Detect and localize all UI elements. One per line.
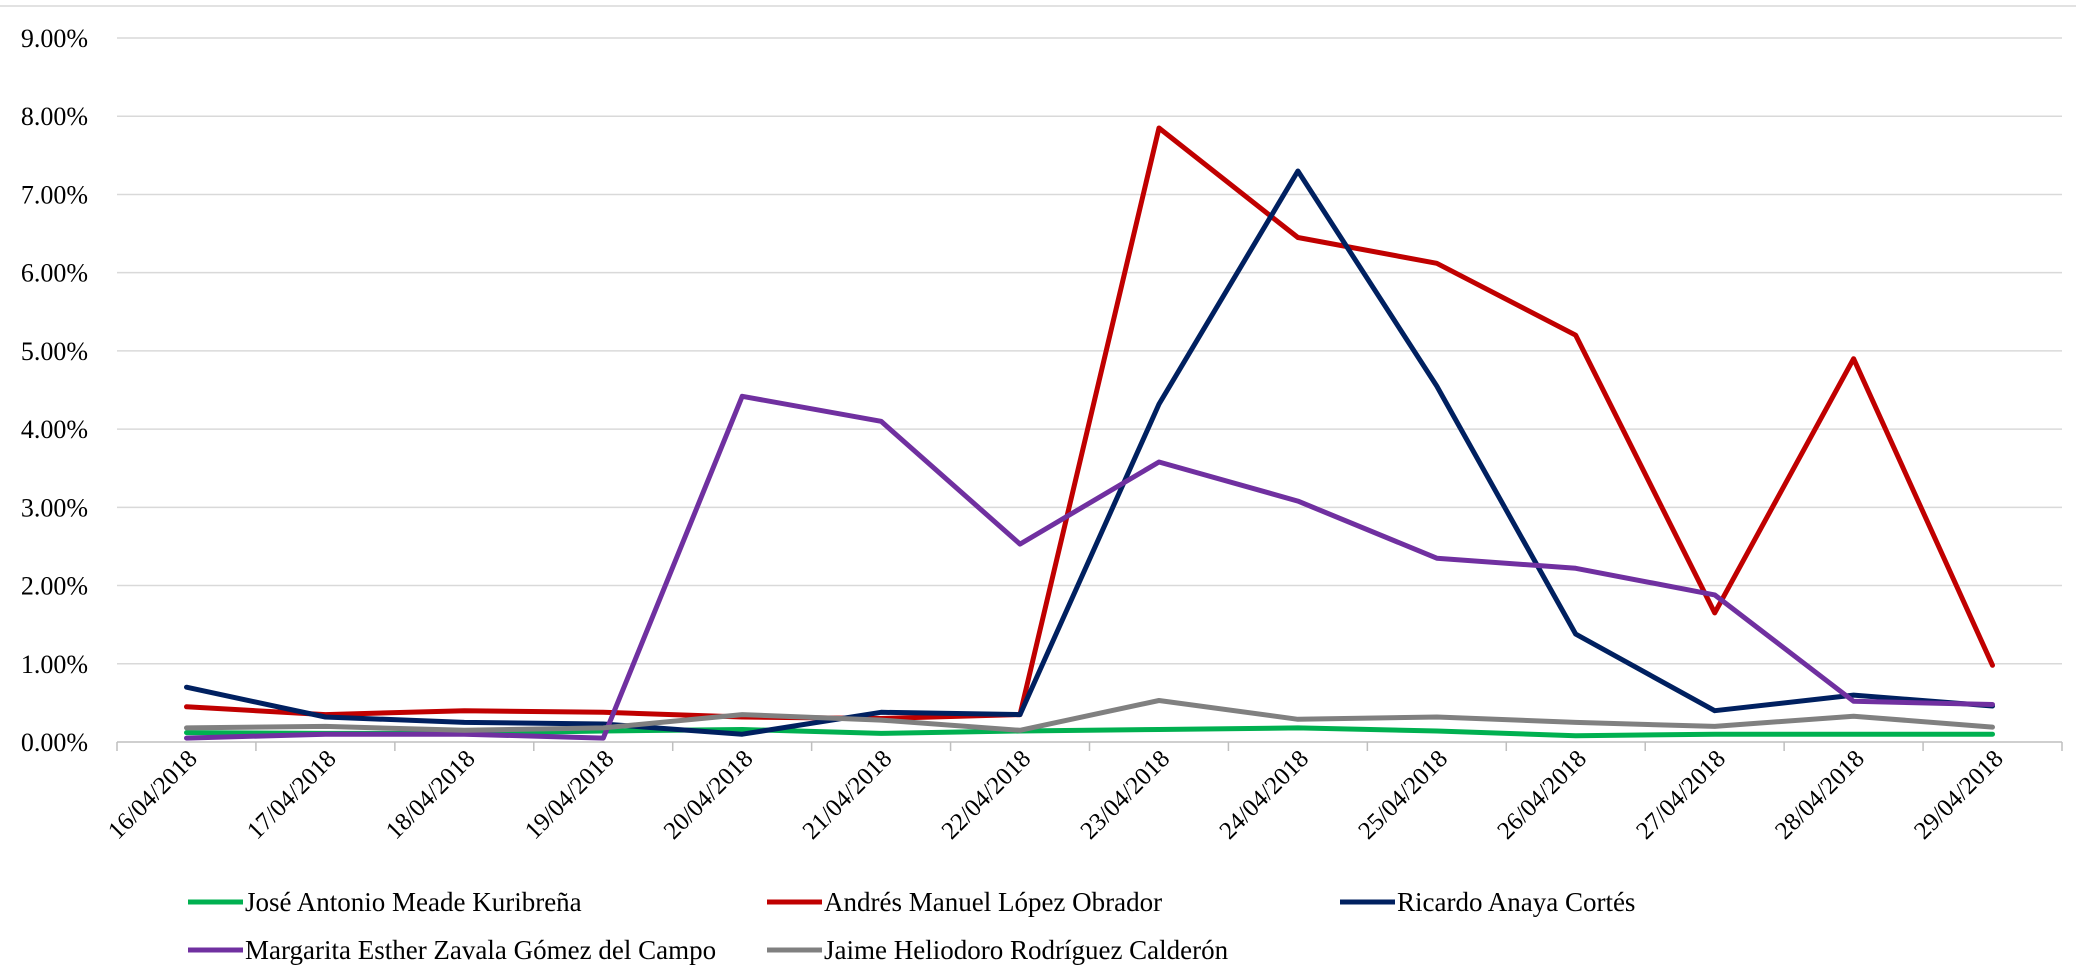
series-line-3 xyxy=(184,393,1995,741)
legend-label-2: Ricardo Anaya Cortés xyxy=(1397,887,1635,917)
x-tick-label: 20/04/2018 xyxy=(659,745,759,845)
legend-label-3: Margarita Esther Zavala Gómez del Campo xyxy=(245,935,716,965)
x-tick-label: 17/04/2018 xyxy=(242,745,342,845)
x-tick-label: 28/04/2018 xyxy=(1770,745,1870,845)
x-tick-label: 27/04/2018 xyxy=(1631,745,1731,845)
series-line-4 xyxy=(184,698,1995,733)
y-tick-label: 2.00% xyxy=(21,572,88,601)
y-axis-ticks: 0.00% 1.00% 2.00% 3.00% 4.00% 5.00% 6.00% 7.00%… xyxy=(21,24,88,757)
y-tick-label: 5.00% xyxy=(21,337,88,366)
y-tick-label: 8.00% xyxy=(21,102,88,131)
y-tick-label: 9.00% xyxy=(21,24,88,53)
y-tick-label: 4.00% xyxy=(21,415,88,444)
x-tick-label: 19/04/2018 xyxy=(520,745,620,845)
x-tick-label: 29/04/2018 xyxy=(1909,745,2009,845)
x-tick-label: 21/04/2018 xyxy=(798,745,898,845)
series-line-2 xyxy=(184,168,1995,737)
y-tick-label: 3.00% xyxy=(21,493,88,522)
x-tick-label: 16/04/2018 xyxy=(103,745,203,845)
x-axis-ticks: 16/04/2018 17/04/2018 18/04/2018 19/04/2018… xyxy=(103,742,2063,845)
x-tick-label: 18/04/2018 xyxy=(381,745,481,845)
legend-label-4: Jaime Heliodoro Rodríguez Calderón xyxy=(824,935,1229,965)
y-tick-label: 7.00% xyxy=(21,180,88,209)
legend-label-0: José Antonio Meade Kuribreña xyxy=(245,887,582,917)
x-tick-label: 24/04/2018 xyxy=(1214,745,1314,845)
y-tick-label: 0.00% xyxy=(21,728,88,757)
series-line-1 xyxy=(184,125,1995,721)
x-tick-label: 23/04/2018 xyxy=(1076,745,1176,845)
legend-label-1: Andrés Manuel López Obrador xyxy=(824,887,1162,917)
series-lines xyxy=(184,125,1995,741)
y-tick-label: 1.00% xyxy=(21,650,88,679)
x-tick-label: 25/04/2018 xyxy=(1353,745,1453,845)
x-tick-label: 22/04/2018 xyxy=(937,745,1037,845)
y-tick-label: 6.00% xyxy=(21,259,88,288)
x-tick-label: 26/04/2018 xyxy=(1492,745,1592,845)
legend: José Antonio Meade Kuribreña Andrés Manue… xyxy=(188,887,1635,965)
